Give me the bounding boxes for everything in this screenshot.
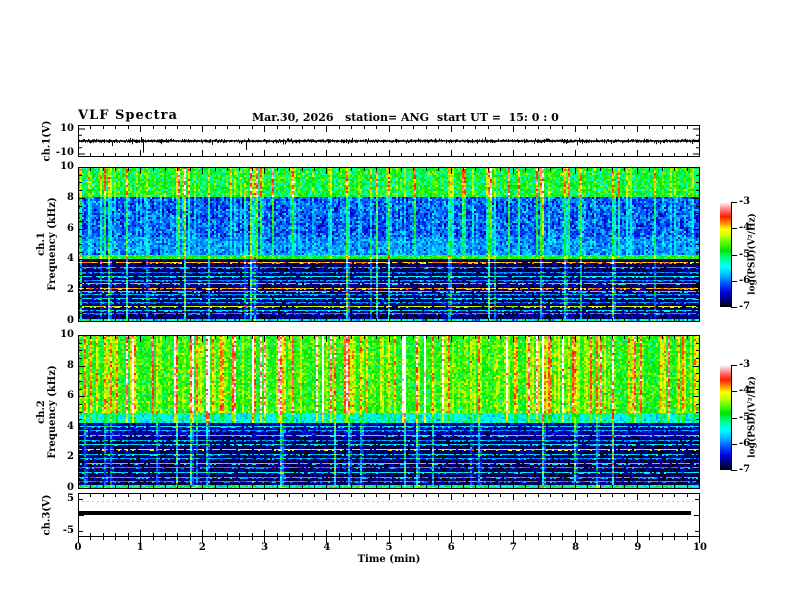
colorbar-tick-label: -3 [739, 196, 751, 207]
start-ut-label: start UT = 15: 0 : 0 [437, 111, 559, 124]
colorbar-1 [720, 202, 731, 307]
colorbar-1-axis-line [731, 202, 732, 307]
ch1-ytick-min: -10 [55, 147, 74, 158]
frequency-tick-label: 0 [67, 315, 74, 326]
ch2-axis-channel: ch.2 [36, 400, 47, 424]
colorbar-2-label: log(PSD)(V²/Hz) [747, 376, 758, 458]
frequency-tick-label: 10 [60, 329, 74, 340]
ch3-ytick-max: 5 [67, 493, 74, 504]
time-axis-title: Time (min) [357, 554, 421, 565]
ch2-spectrogram-plot [78, 335, 700, 489]
ch3-ytick-min: -5 [62, 525, 74, 536]
frequency-tick-label: 10 [60, 161, 74, 172]
colorbar-tick-mark [731, 470, 737, 471]
ch1-frequency-axis-label: ch.1 Frequency (kHz) [36, 197, 58, 290]
ch1-ytick-max: 10 [60, 123, 74, 134]
colorbar-tick-label: -3 [739, 359, 751, 370]
colorbar-1-label: log(PSD)(V²/Hz) [747, 213, 758, 295]
colorbar-tick-label: -7 [739, 301, 751, 312]
colorbar-tick-mark [731, 307, 737, 308]
ch3-waveform-plot [78, 493, 700, 545]
ch2-frequency-axis-label: ch.2 Frequency (kHz) [36, 365, 58, 458]
colorbar-2-axis-line [731, 365, 732, 470]
ch1-axis-channel: ch.1 [36, 232, 47, 256]
station-label: station= ANG [345, 111, 430, 124]
ch2-axis-frequency: Frequency (kHz) [47, 365, 58, 459]
colorbar-tick-label: -7 [739, 464, 751, 475]
date-label: Mar.30, 2026 [252, 111, 334, 124]
ch1-waveform-plot [78, 125, 700, 157]
colorbar-2 [720, 365, 731, 470]
ch1-spectrogram-plot [78, 167, 700, 322]
frequency-tick-label: 0 [67, 482, 74, 493]
ch1-axis-frequency: Frequency (kHz) [47, 197, 58, 291]
page-title: VLF Spectra [78, 108, 178, 123]
